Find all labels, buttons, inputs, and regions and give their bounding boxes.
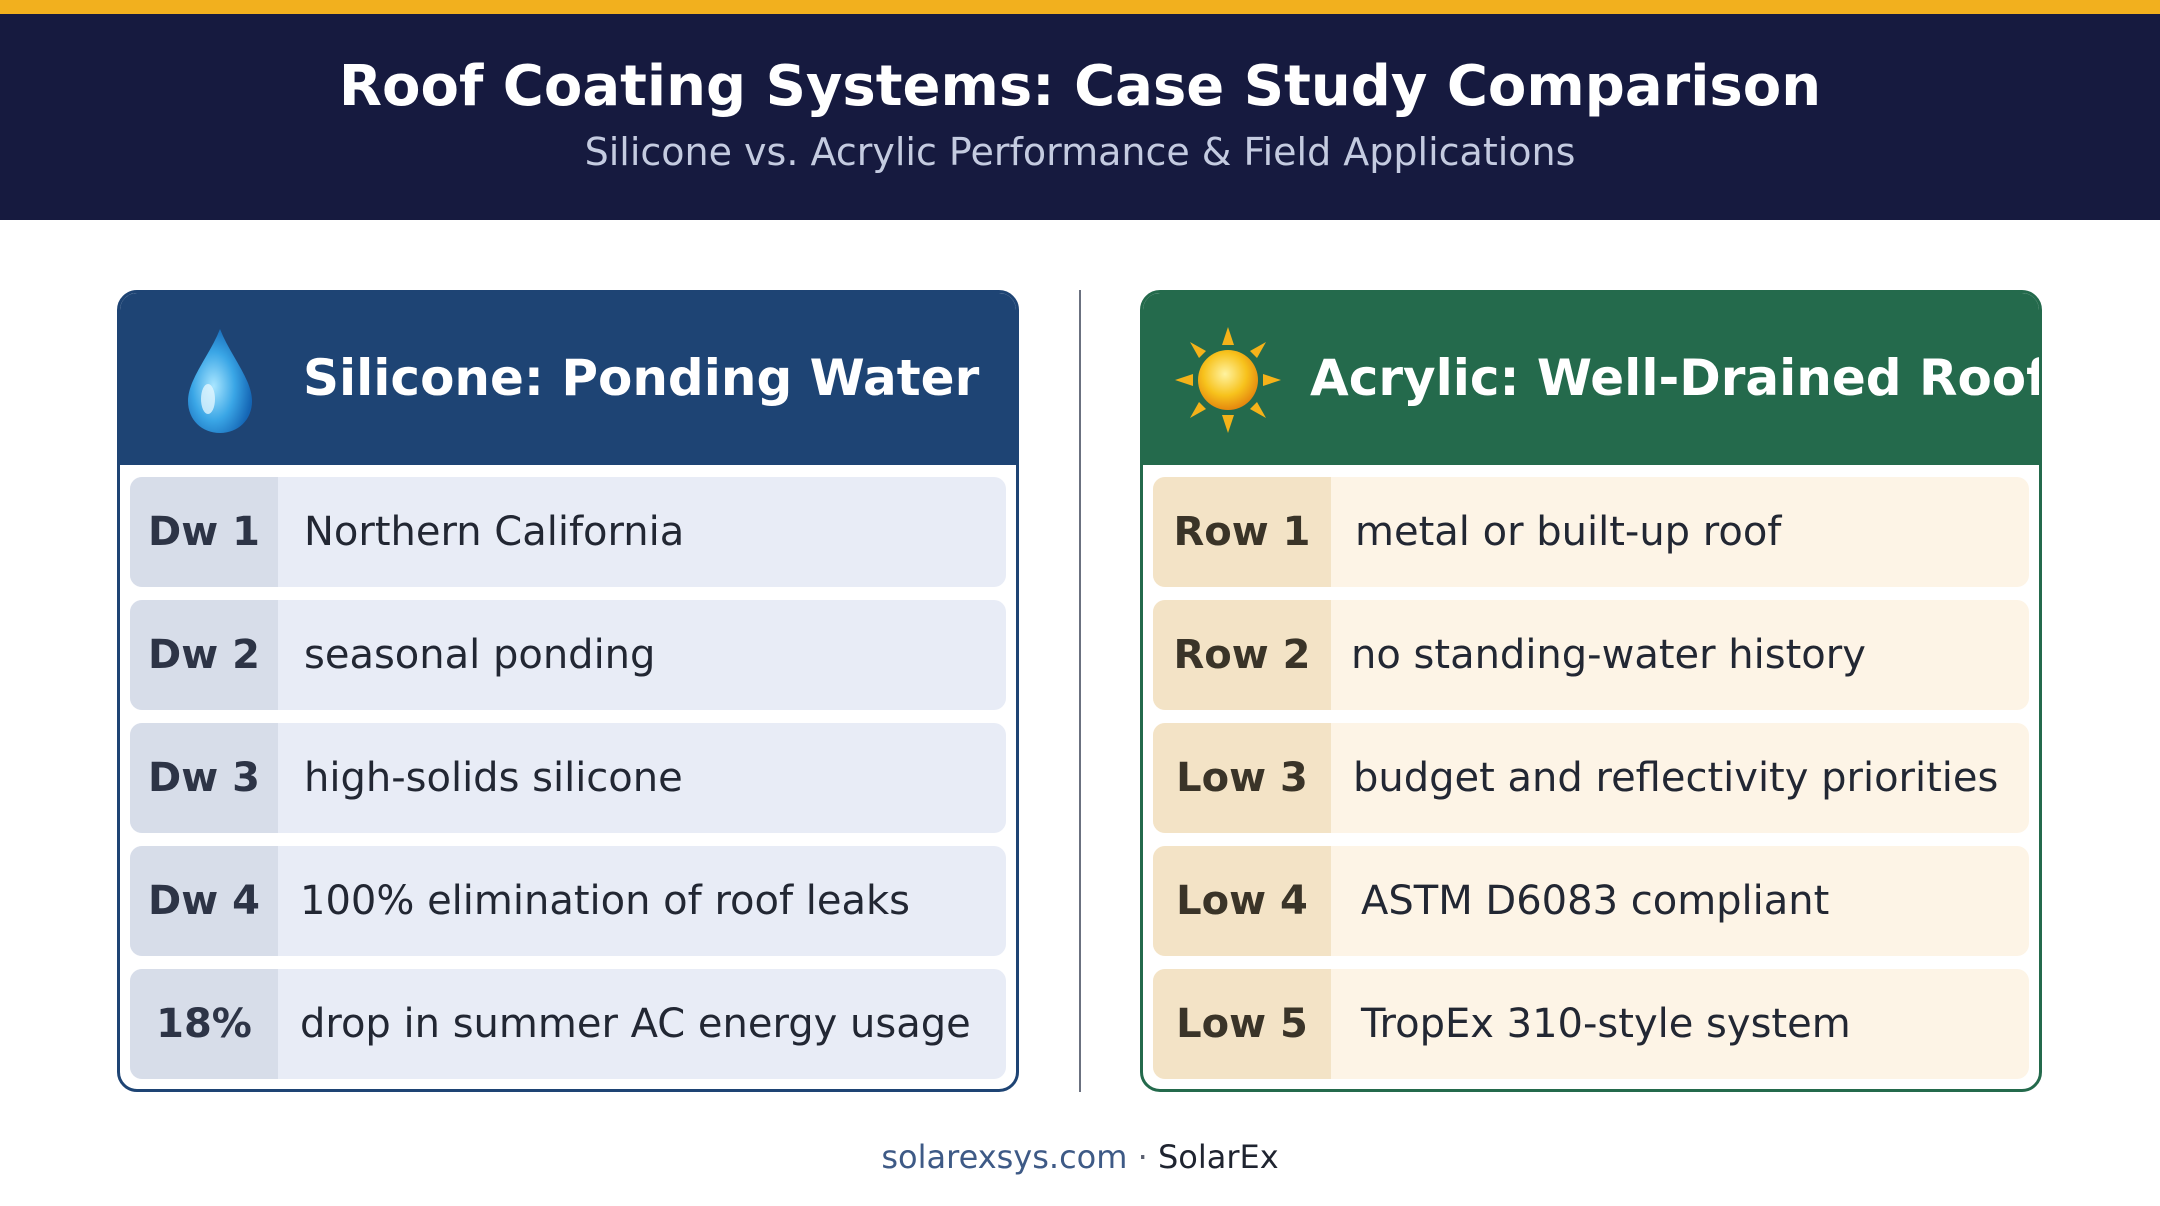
list-item: 18% drop in summer AC energy usage xyxy=(130,969,1006,1079)
row-value: 100% elimination of roof leaks xyxy=(300,878,910,924)
row-value: TropEx 310-style system xyxy=(1361,1001,1851,1047)
row-label: Dw 2 xyxy=(130,600,278,710)
acrylic-panel-header: Acrylic: Well-Drained Roof xyxy=(1143,293,2039,465)
water-drop-icon xyxy=(178,325,262,439)
acrylic-panel-title: Acrylic: Well-Drained Roof xyxy=(1310,349,2042,407)
list-item: Dw 1 Northern California xyxy=(130,477,1006,587)
footer-domain-link[interactable]: solarexsys.com xyxy=(881,1138,1128,1176)
list-item: Dw 4 100% elimination of roof leaks xyxy=(130,846,1006,956)
row-value: drop in summer AC energy usage xyxy=(300,1001,971,1047)
list-item: Dw 3 high-solids silicone xyxy=(130,723,1006,833)
row-value: budget and reflectivity priorities xyxy=(1353,755,1999,801)
silicone-panel: Silicone: Ponding Water Dw 1 Northern Ca… xyxy=(117,290,1019,1092)
footer-brand: SolarEx xyxy=(1157,1138,1279,1176)
row-value: high-solids silicone xyxy=(304,755,683,801)
row-value: Northern California xyxy=(304,509,685,555)
row-label: Low 3 xyxy=(1153,723,1331,833)
sun-icon xyxy=(1173,325,1283,439)
page-subtitle: Silicone vs. Acrylic Performance & Field… xyxy=(584,130,1576,174)
footer-separator: · xyxy=(1137,1138,1148,1176)
row-label: Row 2 xyxy=(1153,600,1331,710)
list-item: Low 5 TropEx 310-style system xyxy=(1153,969,2029,1079)
row-value: ASTM D6083 compliant xyxy=(1361,878,1830,924)
page-footer: solarexsys.com · SolarEx xyxy=(0,1138,2160,1176)
row-label: Dw 1 xyxy=(130,477,278,587)
row-label: Dw 4 xyxy=(130,846,278,956)
accent-stripe xyxy=(0,0,2160,14)
list-item: Row 1 metal or built-up roof xyxy=(1153,477,2029,587)
list-item: Low 3 budget and reflectivity priorities xyxy=(1153,723,2029,833)
row-label: Row 1 xyxy=(1153,477,1331,587)
acrylic-panel: Acrylic: Well-Drained Roof Row 1 metal o… xyxy=(1140,290,2042,1092)
panel-divider xyxy=(1079,290,1081,1092)
row-value: seasonal ponding xyxy=(304,632,656,678)
row-value: no standing-water history xyxy=(1351,632,1866,678)
row-label: Dw 3 xyxy=(130,723,278,833)
page-header: Roof Coating Systems: Case Study Compari… xyxy=(0,14,2160,220)
row-label: Low 5 xyxy=(1153,969,1331,1079)
row-value: metal or built-up roof xyxy=(1355,509,1782,555)
list-item: Low 4 ASTM D6083 compliant xyxy=(1153,846,2029,956)
silicone-panel-title: Silicone: Ponding Water xyxy=(303,349,980,407)
list-item: Dw 2 seasonal ponding xyxy=(130,600,1006,710)
list-item: Row 2 no standing-water history xyxy=(1153,600,2029,710)
page-title: Roof Coating Systems: Case Study Compari… xyxy=(338,54,1822,119)
silicone-panel-header: Silicone: Ponding Water xyxy=(120,293,1016,465)
row-label: 18% xyxy=(130,969,278,1079)
row-label: Low 4 xyxy=(1153,846,1331,956)
